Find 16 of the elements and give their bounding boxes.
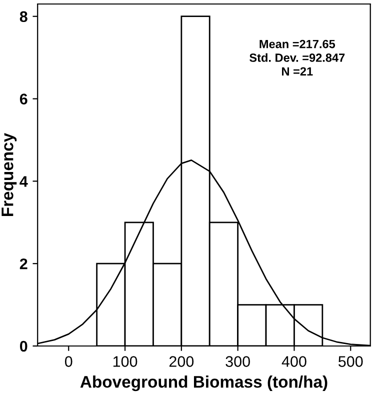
x-tick-label: 200 xyxy=(169,356,194,367)
x-tick-label: 400 xyxy=(282,356,306,367)
annotation: N =21 xyxy=(282,67,313,76)
x-tick-label: 0 xyxy=(64,356,72,367)
x-tick-label: 500 xyxy=(338,356,363,367)
x-tick-label: 300 xyxy=(226,356,250,367)
y-tick-label: 4 xyxy=(20,176,28,187)
y-axis-title: Frequency xyxy=(2,132,17,216)
y-tick-label: 0 xyxy=(20,340,28,352)
y-tick-label: 2 xyxy=(20,258,28,270)
x-tick-label: 100 xyxy=(113,356,138,367)
y-tick-label: 8 xyxy=(20,11,28,22)
annotation: Mean =217.65 xyxy=(260,40,336,48)
y-tick-label: 6 xyxy=(20,94,28,104)
x-axis-title: Aboveground Biomass (ton/ha) xyxy=(80,376,328,392)
annotation: Std. Dev. =92.847 xyxy=(250,53,345,62)
